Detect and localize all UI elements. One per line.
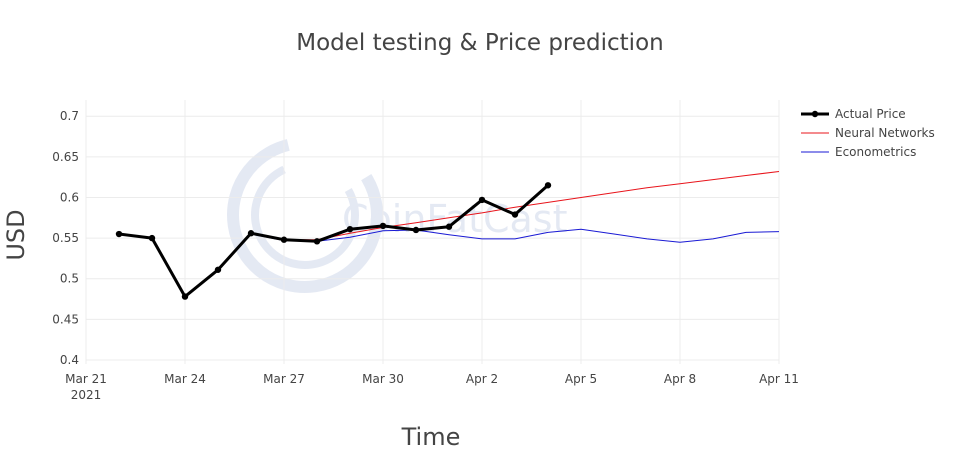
y-tick-label: 0.4 [60, 353, 79, 367]
x-tick-sublabel: 2021 [71, 388, 102, 402]
legend-label-actual-price[interactable]: Actual Price [835, 107, 906, 121]
watermark-logo: CoinFatCast [227, 137, 568, 293]
y-tick-label: 0.6 [60, 190, 79, 204]
x-tick-label: Apr 8 [664, 372, 696, 386]
y-tick-label: 0.45 [52, 312, 79, 326]
actual-price-point [280, 236, 288, 243]
actual-price-point [181, 293, 189, 300]
actual-price-point [511, 211, 519, 218]
actual-price-point [115, 230, 123, 238]
y-tick-label: 0.65 [52, 150, 79, 164]
x-tick-label: Apr 2 [466, 372, 498, 386]
x-axis-title: Time [401, 423, 461, 450]
actual-price-point [148, 234, 156, 242]
x-tick-label: Mar 21 [65, 372, 107, 386]
watermark-text: CoinFatCast [342, 197, 568, 241]
actual-price-point [445, 223, 453, 230]
x-tick-label: Mar 30 [362, 372, 404, 386]
y-tick-label: 0.7 [60, 109, 79, 123]
y-tick-label: 0.5 [60, 272, 79, 286]
actual-price-point [214, 266, 222, 273]
legend-label-econometrics[interactable]: Econometrics [835, 145, 916, 159]
legend-marker-actual-price [811, 110, 819, 118]
x-tick-label: Mar 27 [263, 372, 305, 386]
actual-price-point [247, 230, 255, 237]
actual-price-point [313, 238, 321, 245]
actual-price-line [118, 184, 549, 299]
y-tick-label: 0.55 [52, 231, 79, 245]
x-tick-label: Mar 24 [164, 372, 206, 386]
actual-price-point [346, 225, 354, 233]
actual-price-point [478, 196, 486, 204]
x-tick-label: Apr 11 [759, 372, 799, 386]
legend-label-neural-networks[interactable]: Neural Networks [835, 126, 935, 140]
actual-price-point [379, 222, 387, 230]
actual-price-point [544, 182, 552, 189]
y-axis-title: USD [2, 209, 30, 260]
chart-title: Model testing & Price prediction [296, 30, 663, 56]
x-tick-label: Apr 5 [565, 372, 597, 386]
actual-price-point [412, 226, 420, 234]
